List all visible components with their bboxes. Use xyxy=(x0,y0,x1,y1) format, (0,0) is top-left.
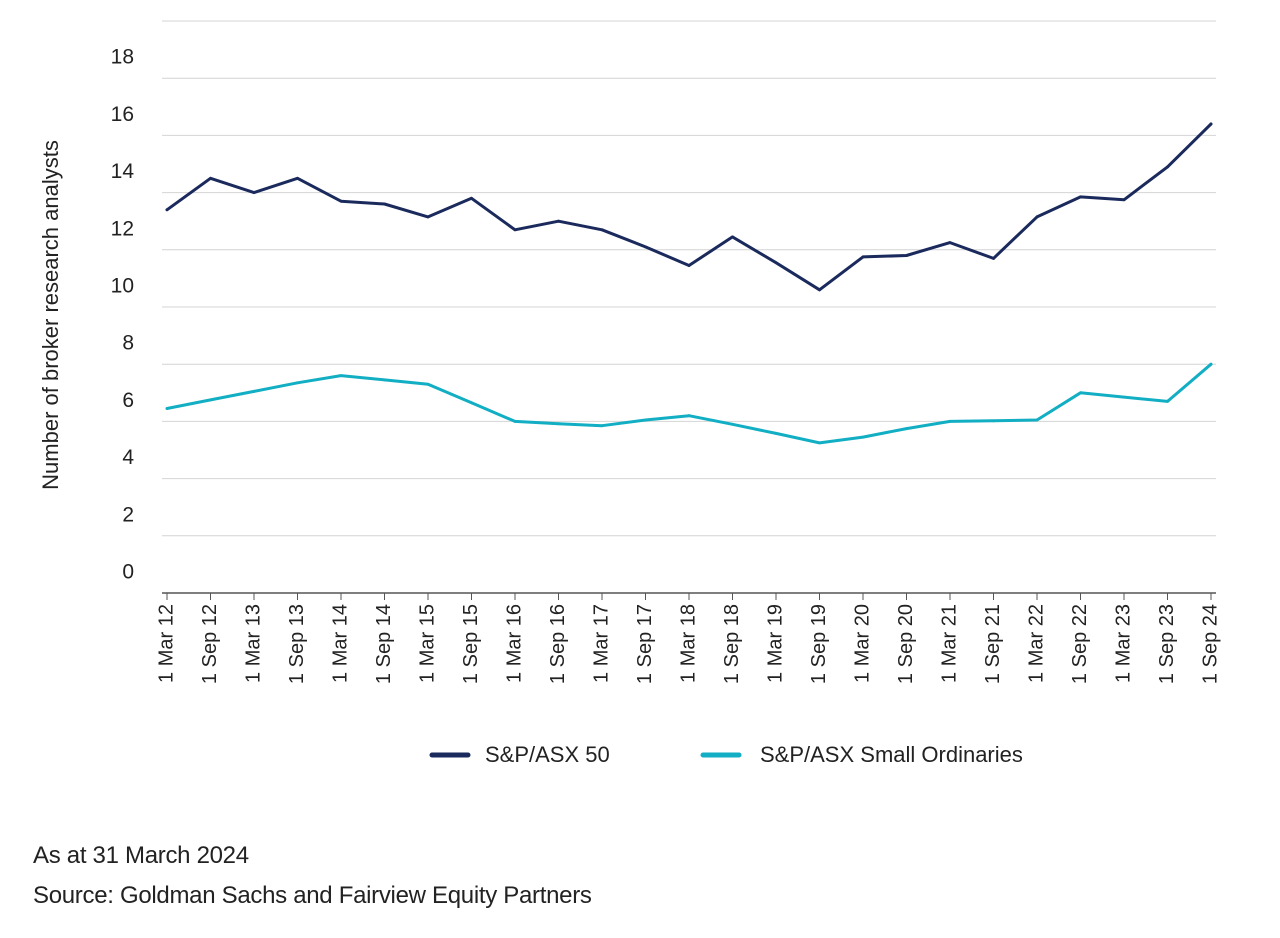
data-point xyxy=(513,228,517,232)
data-point xyxy=(339,199,343,203)
x-tick-label: 1 Sep 19 xyxy=(808,604,830,684)
x-tick-label: 1 Mar 17 xyxy=(590,604,612,683)
data-point xyxy=(165,208,169,212)
data-point xyxy=(383,378,386,382)
data-point xyxy=(731,235,734,239)
data-point xyxy=(1035,215,1039,219)
series-lines xyxy=(165,122,1213,445)
x-tick-label: 1 Sep 23 xyxy=(1156,604,1178,684)
y-tick-label: 12 xyxy=(111,217,134,240)
x-tick-label: 1 Mar 22 xyxy=(1025,604,1047,683)
x-tick-label: 1 Mar 19 xyxy=(764,604,786,683)
x-tick-label: 1 Mar 13 xyxy=(242,604,264,683)
x-tick-label: 1 Mar 20 xyxy=(851,604,873,683)
data-point xyxy=(426,382,430,386)
data-point xyxy=(1122,395,1126,399)
data-point xyxy=(557,219,560,223)
y-tick-label: 16 xyxy=(111,103,134,126)
x-tick-label: 1 Sep 22 xyxy=(1069,604,1091,684)
data-point xyxy=(818,288,821,292)
data-point xyxy=(296,176,299,180)
y-tick-label: 14 xyxy=(111,160,135,183)
data-point xyxy=(905,254,908,257)
data-point xyxy=(165,407,169,410)
x-tick-label: 1 Mar 15 xyxy=(416,604,438,683)
data-point xyxy=(557,422,560,426)
data-point xyxy=(644,245,647,249)
series-line-2 xyxy=(165,362,1213,445)
x-tick-label: 1 Sep 18 xyxy=(721,604,743,684)
data-point xyxy=(600,228,604,232)
data-point xyxy=(731,422,734,426)
x-tick-label: 1 Mar 21 xyxy=(938,604,960,683)
y-tick-label: 10 xyxy=(111,275,134,298)
data-point xyxy=(774,261,778,265)
x-tick-label: 1 Mar 16 xyxy=(503,604,525,683)
gridlines xyxy=(162,20,1216,537)
source-note: Source: Goldman Sachs and Fairview Equit… xyxy=(33,882,592,909)
data-point xyxy=(774,432,778,435)
legend: S&P/ASX 50 S&P/ASX Small Ordinaries xyxy=(429,742,1023,767)
y-tick-label: 6 xyxy=(122,389,134,412)
data-point xyxy=(1166,165,1169,169)
x-tick-label: 1 Sep 16 xyxy=(547,604,569,684)
data-point xyxy=(687,264,691,267)
x-tick-label: 1 Sep 20 xyxy=(895,604,917,684)
y-tick-label: 2 xyxy=(122,503,134,526)
data-point xyxy=(861,435,865,439)
y-axis-ticks: 0 2 4 6 8 10 12 14 16 18 xyxy=(111,46,135,584)
x-tick-label: 1 Mar 18 xyxy=(677,604,699,683)
y-tick-label: 0 xyxy=(122,561,134,584)
data-point xyxy=(1209,362,1213,366)
data-point xyxy=(252,389,256,393)
x-tick-label: 1 Mar 14 xyxy=(329,604,351,683)
data-point xyxy=(1035,418,1039,422)
x-tick-label: 1 Sep 13 xyxy=(286,604,308,684)
y-tick-label: 4 xyxy=(122,446,134,469)
data-point xyxy=(252,191,256,195)
data-point xyxy=(470,196,473,200)
data-point xyxy=(1122,198,1126,202)
y-tick-label: 18 xyxy=(111,46,134,69)
x-tick-label: 1 Sep 14 xyxy=(373,604,395,684)
data-point xyxy=(687,414,691,418)
y-axis-label: Number of broker research analysts xyxy=(38,140,63,490)
x-tick-label: 1 Sep 15 xyxy=(460,604,482,684)
data-point xyxy=(470,401,473,405)
data-point xyxy=(513,420,517,423)
data-point xyxy=(992,419,995,423)
data-point xyxy=(1079,195,1082,199)
data-point xyxy=(948,241,952,245)
data-point xyxy=(209,398,212,402)
data-point xyxy=(992,256,995,260)
data-point xyxy=(383,202,386,206)
data-point xyxy=(426,215,430,219)
data-point xyxy=(1079,391,1082,395)
x-tick-label: 1 Mar 23 xyxy=(1112,604,1134,683)
legend-label: S&P/ASX 50 xyxy=(485,742,610,767)
x-tick-label: 1 Sep 21 xyxy=(982,604,1004,684)
as-at-note: As at 31 March 2024 xyxy=(33,842,249,869)
data-point xyxy=(600,424,604,428)
data-point xyxy=(209,176,212,180)
x-axis-ticks: 1 Mar 12 1 Sep 12 1 Mar 13 1 Sep 13 1 Mar 14… xyxy=(155,593,1221,684)
x-tick-label: 1 Sep 24 xyxy=(1199,604,1221,684)
data-point xyxy=(861,255,865,259)
data-point xyxy=(296,381,299,385)
x-tick-label: 1 Sep 17 xyxy=(634,604,656,684)
data-point xyxy=(905,427,908,430)
data-point xyxy=(818,441,821,445)
data-point xyxy=(1209,122,1213,126)
y-tick-label: 8 xyxy=(122,332,134,355)
data-point xyxy=(644,418,647,422)
data-point xyxy=(1166,399,1169,403)
data-point xyxy=(339,374,343,378)
x-tick-label: 1 Mar 12 xyxy=(155,604,177,683)
legend-label: S&P/ASX Small Ordinaries xyxy=(760,742,1023,767)
data-point xyxy=(948,420,952,423)
x-tick-label: 1 Sep 12 xyxy=(199,604,221,684)
